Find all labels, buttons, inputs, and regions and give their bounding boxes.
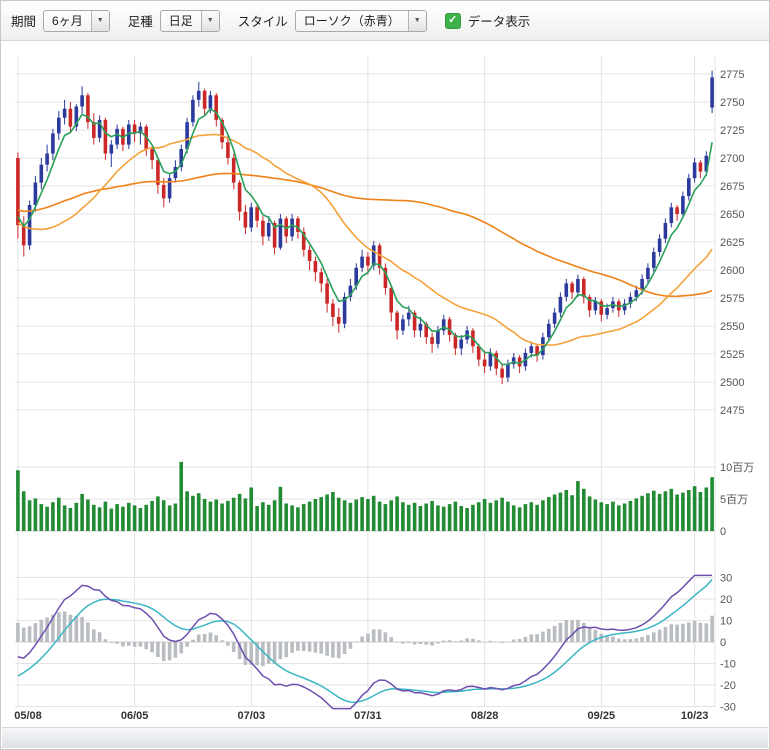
price-tick-label: 2700: [720, 153, 744, 165]
x-axis-label: 05/08: [14, 710, 42, 722]
volume-tick-label: 0: [720, 526, 726, 538]
x-axis-label: 07/03: [238, 710, 266, 722]
bar-type-value: 日足: [168, 14, 193, 28]
axis-labels: 2775 2750 2725 2700 2675 2650 2625 2600 2575 2550…: [14, 69, 754, 722]
chevron-down-icon[interactable]: ▼: [407, 10, 426, 31]
data-display-label: データ表示: [467, 15, 531, 29]
data-display-group: ✓ データ表示: [444, 11, 531, 30]
oscillator-histogram: [16, 611, 714, 667]
check-icon: ✓: [448, 14, 458, 26]
price-tick-label: 2625: [720, 237, 744, 249]
period-label: 期間: [11, 15, 37, 29]
osc-tick-label: 20: [720, 594, 732, 606]
gridlines: [15, 56, 716, 707]
price-tick-label: 2725: [720, 125, 744, 137]
osc-tick-label: 0: [720, 637, 726, 649]
volume-tick-label: 5百万: [720, 494, 748, 506]
stock-chart[interactable]: 2775 2750 2725 2700 2675 2650 2625 2600 2575 2550…: [1, 42, 770, 729]
price-tick-label: 2600: [720, 265, 744, 277]
chevron-down-icon[interactable]: ▼: [90, 10, 109, 31]
osc-tick-label: -30: [720, 702, 736, 714]
bar-type-label: 足種: [127, 15, 153, 29]
osc-tick-label: -20: [720, 680, 736, 692]
bar-type-group: 足種 日足 ▼: [127, 9, 220, 32]
ma-mid-orange: [17, 133, 713, 346]
price-tick-label: 2750: [720, 97, 744, 109]
price-tick-label: 2675: [720, 181, 744, 193]
oscillator-signal-line: [17, 579, 713, 703]
price-tick-label: 2575: [720, 293, 744, 305]
price-tick-label: 2500: [720, 377, 744, 389]
style-label: スタイル: [237, 15, 288, 29]
ma-long-orange: [17, 172, 713, 298]
price-tick-label: 2650: [720, 209, 744, 221]
period-group: 期間 6ヶ月 ▼: [11, 9, 110, 32]
chart-toolbar: 期間 6ヶ月 ▼ 足種 日足 ▼ スタイル ローソク（赤青） ▼ ✓ データ表示: [1, 1, 769, 41]
volume-bars: [16, 461, 714, 531]
x-axis-label: 08/28: [471, 710, 499, 722]
candles: [16, 70, 714, 385]
x-axis-label: 07/31: [354, 710, 382, 722]
price-tick-label: 2475: [720, 405, 744, 417]
data-display-checkbox[interactable]: ✓: [444, 12, 461, 29]
period-value: 6ヶ月: [52, 14, 83, 28]
x-axis-label: 06/05: [121, 710, 149, 722]
oscillator-macd-line: [17, 574, 713, 710]
price-tick-label: 2550: [720, 321, 744, 333]
price-tick-label: 2775: [720, 69, 744, 81]
osc-tick-label: -10: [720, 659, 736, 671]
style-group: スタイル ローソク（赤青） ▼: [237, 9, 427, 32]
x-axis-label: 10/23: [681, 710, 709, 722]
volume-tick-label: 10百万: [720, 462, 754, 474]
price-tick-label: 2525: [720, 349, 744, 361]
osc-tick-label: 30: [720, 573, 732, 585]
chevron-down-icon[interactable]: ▼: [200, 10, 219, 31]
bar-type-select[interactable]: 日足 ▼: [159, 9, 220, 32]
ma-short-green: [17, 108, 713, 366]
chart-footer-band: [2, 727, 768, 748]
x-axis-label: 09/25: [588, 710, 616, 722]
osc-tick-label: 10: [720, 616, 732, 628]
period-select[interactable]: 6ヶ月 ▼: [43, 9, 110, 32]
style-value: ローソク（赤青）: [303, 14, 400, 28]
style-select[interactable]: ローソク（赤青） ▼: [294, 9, 427, 32]
